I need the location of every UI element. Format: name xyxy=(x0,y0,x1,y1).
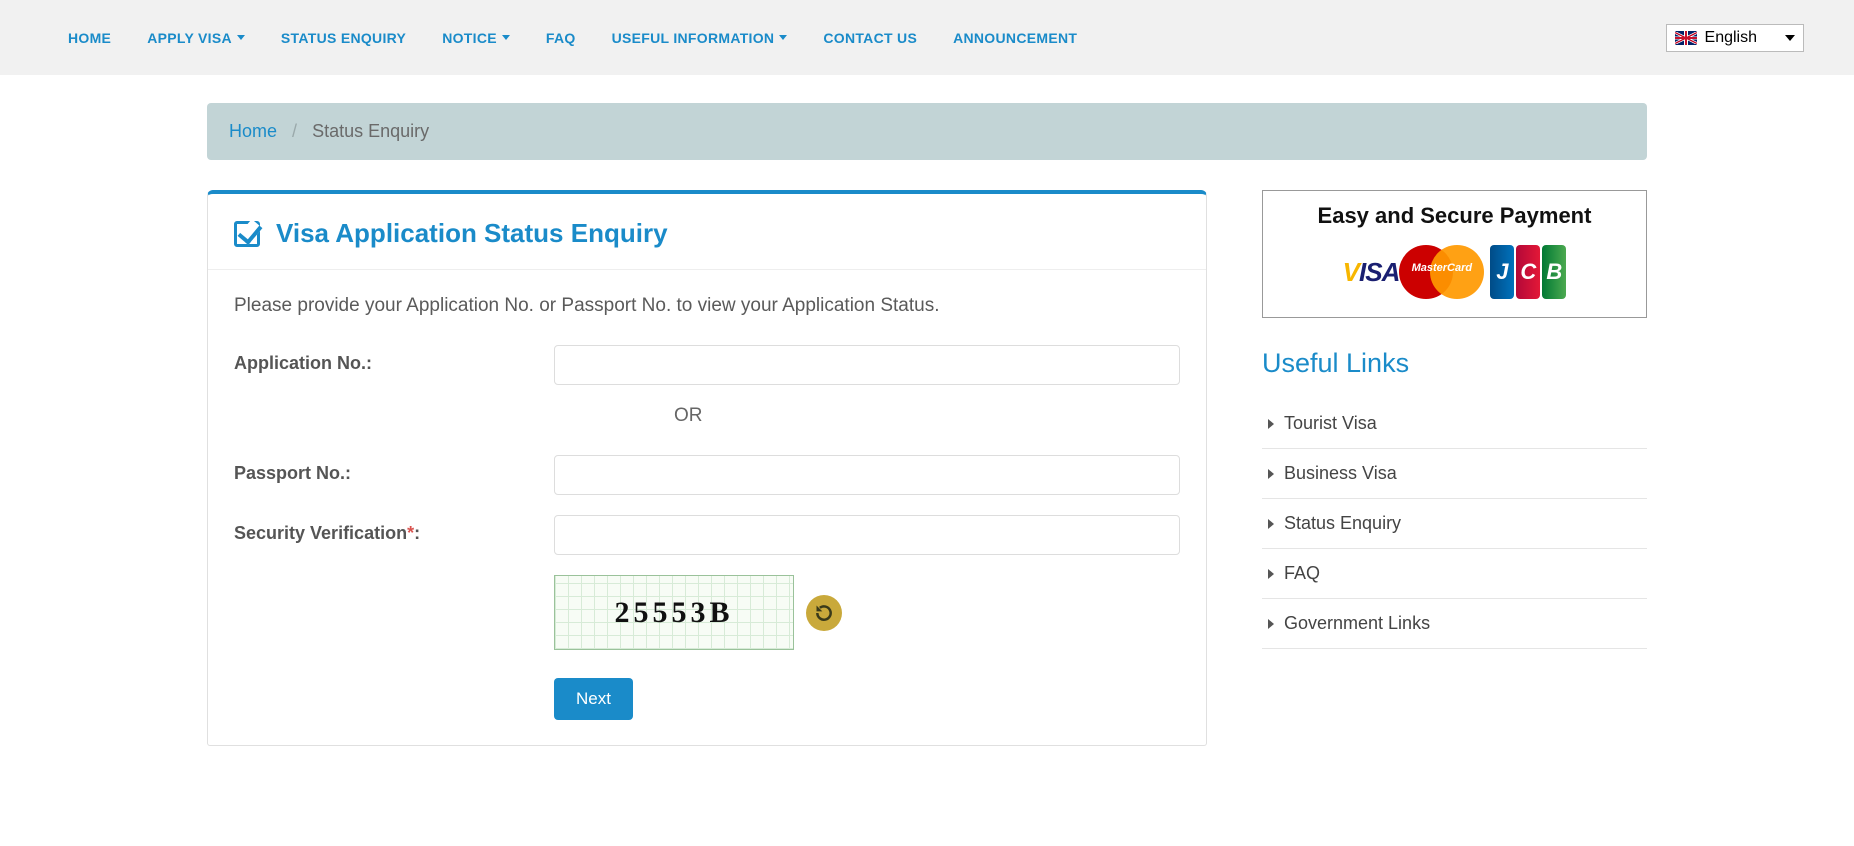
payment-heading: Easy and Secure Payment xyxy=(1273,203,1636,229)
nav-status-enquiry[interactable]: STATUS ENQUIRY xyxy=(263,18,424,58)
list-item: Tourist Visa xyxy=(1262,399,1647,449)
breadcrumb-current: Status Enquiry xyxy=(312,121,429,141)
panel-header: Visa Application Status Enquiry xyxy=(208,194,1206,270)
passport-no-label: Passport No.: xyxy=(234,455,554,484)
chevron-down-icon xyxy=(779,35,787,40)
link-government-links[interactable]: Government Links xyxy=(1284,613,1430,633)
panel-intro: Please provide your Application No. or P… xyxy=(234,295,1180,317)
link-business-visa[interactable]: Business Visa xyxy=(1284,463,1397,483)
chevron-down-icon xyxy=(237,35,245,40)
dropdown-arrow-icon xyxy=(1785,35,1795,41)
or-separator: OR xyxy=(554,405,1180,427)
list-item: Status Enquiry xyxy=(1262,499,1647,549)
breadcrumb-separator: / xyxy=(292,121,297,141)
sidebar: Easy and Secure Payment VISA MasterCard … xyxy=(1262,190,1647,649)
next-button[interactable]: Next xyxy=(554,678,633,720)
jcb-logo-icon: JCB xyxy=(1490,245,1566,299)
link-tourist-visa[interactable]: Tourist Visa xyxy=(1284,413,1377,433)
nav-contact-us[interactable]: CONTACT US xyxy=(805,18,935,58)
captcha-refresh-button[interactable] xyxy=(806,595,842,631)
nav-announcement[interactable]: ANNOUNCEMENT xyxy=(935,18,1095,58)
passport-no-input[interactable] xyxy=(554,455,1180,495)
nav-notice[interactable]: NOTICE xyxy=(424,18,528,58)
link-faq[interactable]: FAQ xyxy=(1284,563,1320,583)
language-label: English xyxy=(1705,29,1757,47)
breadcrumb: Home / Status Enquiry xyxy=(207,103,1647,160)
useful-links-heading: Useful Links xyxy=(1262,348,1647,379)
navbar: HOME APPLY VISA STATUS ENQUIRY NOTICE FA… xyxy=(0,0,1854,75)
list-item: FAQ xyxy=(1262,549,1647,599)
refresh-icon xyxy=(814,603,834,623)
nav-faq[interactable]: FAQ xyxy=(528,18,594,58)
nav-home[interactable]: HOME xyxy=(50,18,129,58)
payment-box: Easy and Secure Payment VISA MasterCard … xyxy=(1262,190,1647,318)
language-selector[interactable]: English xyxy=(1666,24,1804,52)
mastercard-logo-icon: MasterCard xyxy=(1399,245,1484,299)
application-no-input[interactable] xyxy=(554,345,1180,385)
nav-useful-information[interactable]: USEFUL INFORMATION xyxy=(594,18,806,58)
security-verification-input[interactable] xyxy=(554,515,1180,555)
chevron-down-icon xyxy=(502,35,510,40)
nav-links: HOME APPLY VISA STATUS ENQUIRY NOTICE FA… xyxy=(50,18,1095,58)
useful-links-list: Tourist Visa Business Visa Status Enquir… xyxy=(1262,399,1647,649)
link-status-enquiry[interactable]: Status Enquiry xyxy=(1284,513,1401,533)
security-verification-label: Security Verification*: xyxy=(234,515,554,544)
visa-logo-icon: VISA xyxy=(1343,257,1400,288)
nav-apply-visa[interactable]: APPLY VISA xyxy=(129,18,263,58)
application-no-label: Application No.: xyxy=(234,345,554,374)
captcha-image: 25553B xyxy=(554,575,794,650)
list-item: Business Visa xyxy=(1262,449,1647,499)
status-enquiry-panel: Visa Application Status Enquiry Please p… xyxy=(207,190,1207,746)
panel-title: Visa Application Status Enquiry xyxy=(234,218,1180,249)
uk-flag-icon xyxy=(1675,31,1697,45)
breadcrumb-home[interactable]: Home xyxy=(229,121,277,141)
payment-logos: VISA MasterCard JCB xyxy=(1273,245,1636,299)
check-square-icon xyxy=(234,221,260,247)
list-item: Government Links xyxy=(1262,599,1647,649)
